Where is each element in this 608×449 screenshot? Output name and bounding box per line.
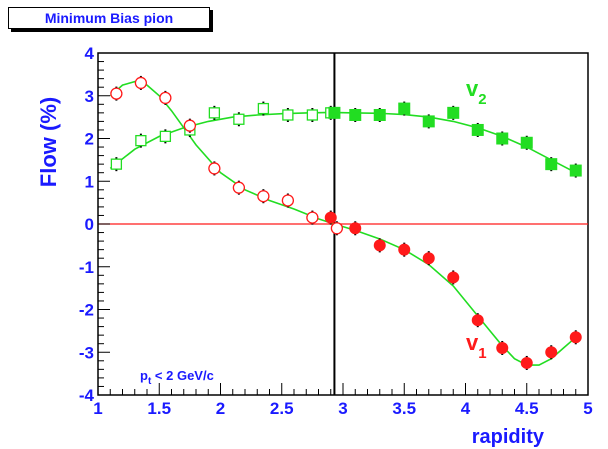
open-square-point bbox=[110, 158, 123, 170]
open-circle-point bbox=[134, 76, 148, 90]
filled-square-point bbox=[496, 132, 509, 145]
open-circle-point bbox=[208, 162, 221, 175]
filled-square-point bbox=[398, 102, 411, 115]
x-tick-label: 4 bbox=[461, 399, 471, 418]
y-tick-label: 1 bbox=[85, 172, 94, 191]
filled-circle-point bbox=[422, 252, 435, 265]
y-tick-label: 2 bbox=[85, 130, 94, 149]
filled-circle-point bbox=[569, 331, 582, 344]
x-tick-label: 3 bbox=[338, 399, 347, 418]
open-circle-point bbox=[330, 222, 344, 235]
open-square-point bbox=[135, 134, 147, 147]
x-tick-label: 2 bbox=[216, 399, 225, 418]
open-circle-point bbox=[306, 211, 319, 224]
x-axis-title: rapidity bbox=[472, 426, 545, 448]
filled-square-point bbox=[328, 106, 341, 119]
filled-circle-point bbox=[447, 271, 460, 284]
filled-square-point bbox=[422, 115, 435, 128]
y-tick-label: -2 bbox=[79, 301, 94, 320]
filled-circle-point bbox=[324, 211, 337, 224]
x-tick-label: 4.5 bbox=[515, 399, 539, 418]
filled-square-point bbox=[373, 108, 386, 121]
open-square-point bbox=[257, 102, 270, 115]
y-tick-label: 4 bbox=[85, 44, 95, 63]
v2-series-label: v2 bbox=[466, 76, 487, 108]
open-circle-point bbox=[183, 119, 197, 132]
open-square-point bbox=[306, 109, 319, 121]
open-circle-point bbox=[281, 194, 295, 207]
axis-ticks bbox=[97, 52, 589, 396]
filled-square-point bbox=[545, 158, 558, 171]
filled-circle-point bbox=[545, 346, 558, 359]
filled-circle-point bbox=[373, 239, 386, 252]
data-points bbox=[110, 75, 582, 370]
filled-circle-point bbox=[398, 243, 411, 256]
open-square-point bbox=[159, 130, 172, 143]
y-tick-label: -1 bbox=[79, 258, 94, 277]
reference-lines bbox=[98, 53, 588, 395]
open-circle-point bbox=[257, 190, 270, 203]
fit-curves bbox=[109, 80, 577, 366]
open-circle-point bbox=[110, 87, 123, 100]
open-square-point bbox=[233, 113, 245, 125]
fit-curve-v1 bbox=[109, 80, 577, 366]
x-tick-label: 5 bbox=[583, 399, 592, 418]
filled-circle-point bbox=[471, 314, 484, 327]
x-tick-label: 2.5 bbox=[270, 399, 294, 418]
filled-square-point bbox=[520, 136, 533, 149]
filled-square-point bbox=[349, 108, 362, 121]
chart-title: Minimum Bias pion bbox=[8, 7, 210, 29]
open-square-point bbox=[282, 109, 294, 121]
y-tick-label: -3 bbox=[79, 343, 94, 362]
open-square-point bbox=[208, 107, 221, 119]
filled-circle-point bbox=[349, 222, 362, 235]
y-tick-label: 3 bbox=[85, 87, 94, 106]
filled-circle-point bbox=[496, 341, 509, 354]
pt-cut-annotation: pt < 2 GeV/c bbox=[140, 368, 214, 387]
y-axis-title: Flow (%) bbox=[36, 97, 61, 187]
x-tick-label: 1.5 bbox=[147, 399, 171, 418]
filled-circle-point bbox=[520, 356, 533, 369]
x-tick-label: 3.5 bbox=[392, 399, 416, 418]
filled-square-point bbox=[471, 123, 484, 136]
v1-series-label: v1 bbox=[466, 330, 487, 362]
open-circle-point bbox=[232, 181, 246, 194]
y-tick-label: -4 bbox=[79, 386, 95, 405]
filled-square-point bbox=[447, 106, 460, 119]
x-tick-label: 1 bbox=[93, 399, 102, 418]
open-circle-point bbox=[159, 91, 172, 105]
filled-square-point bbox=[569, 164, 582, 177]
y-tick-label: 0 bbox=[85, 215, 94, 234]
axis-labels: 1 1.5 2 2.5 3 3.5 4 4.5 5 4 3 2 1 0 -1 -2 -3 -4 bbox=[79, 44, 593, 418]
